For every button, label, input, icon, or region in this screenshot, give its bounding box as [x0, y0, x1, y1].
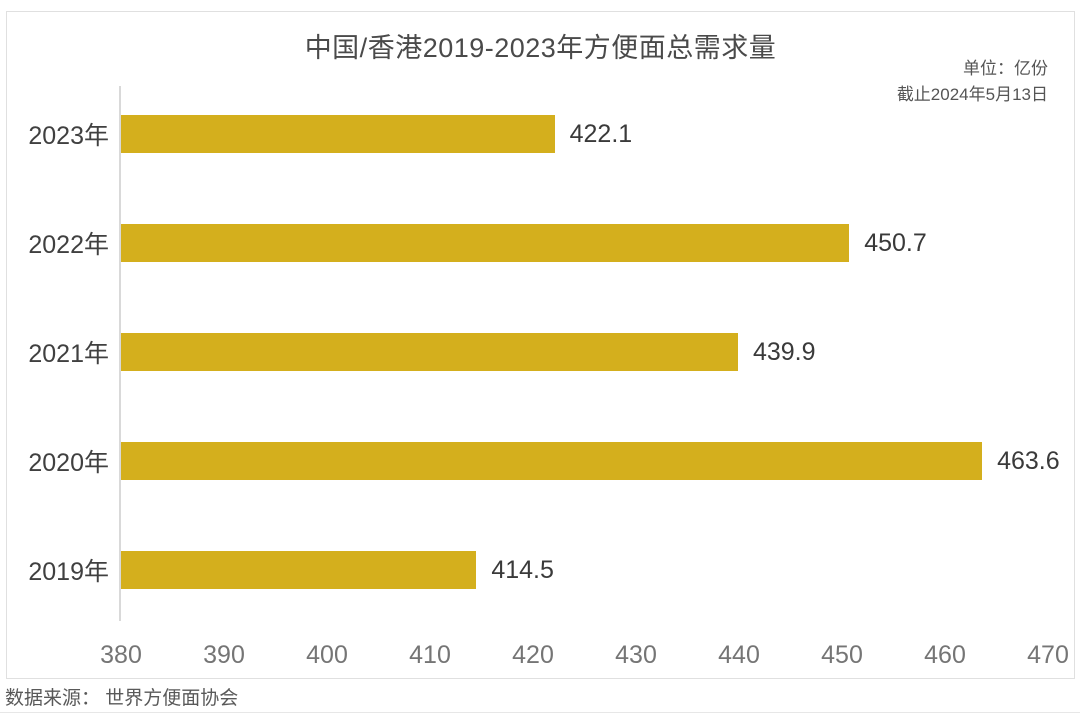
x-tick-label: 400 [306, 641, 348, 669]
x-tick-label: 440 [718, 641, 760, 669]
category-label: 2022年 [28, 231, 109, 259]
bar [121, 442, 983, 480]
x-tick-label: 450 [821, 641, 863, 669]
x-tick-label: 470 [1027, 641, 1069, 669]
value-label: 463.6 [997, 446, 1060, 475]
x-tick-label: 460 [924, 641, 966, 669]
bar [121, 115, 555, 153]
x-tick-label: 420 [512, 641, 554, 669]
y-axis-line [119, 86, 121, 621]
bar [121, 224, 850, 262]
category-label: 2021年 [28, 340, 109, 368]
x-tick-label: 390 [203, 641, 245, 669]
category-label: 2023年 [28, 122, 109, 150]
bar [121, 551, 477, 589]
unit-label: 单位：亿份 [963, 59, 1048, 78]
value-label: 422.1 [569, 119, 633, 148]
x-tick-label: 380 [100, 641, 142, 669]
source-label: 数据来源： 世界方便面协会 [5, 688, 239, 709]
chart-meta: 单位：亿份 截止2024年5月13日 [897, 56, 1048, 109]
chart-frame: 中国/香港2019-2023年方便面总需求量 单位：亿份 截止2024年5月13… [6, 11, 1075, 679]
bottom-divider [0, 712, 1080, 713]
plot-area: 2023年 422.1 2022年 450.7 2021年 439.9 2020年 463.6… [28, 86, 1069, 669]
value-label: 414.5 [491, 555, 554, 584]
x-tick-label: 410 [409, 641, 451, 669]
category-label: 2019年 [28, 558, 109, 586]
as-of-label: 截止2024年5月13日 [896, 85, 1048, 105]
bar [121, 333, 738, 371]
value-label: 439.9 [752, 337, 816, 366]
x-tick-label: 430 [615, 641, 657, 669]
chart-title: 中国/香港2019-2023年方便面总需求量 [304, 33, 777, 63]
value-label: 450.7 [864, 228, 927, 257]
category-label: 2020年 [28, 449, 109, 477]
